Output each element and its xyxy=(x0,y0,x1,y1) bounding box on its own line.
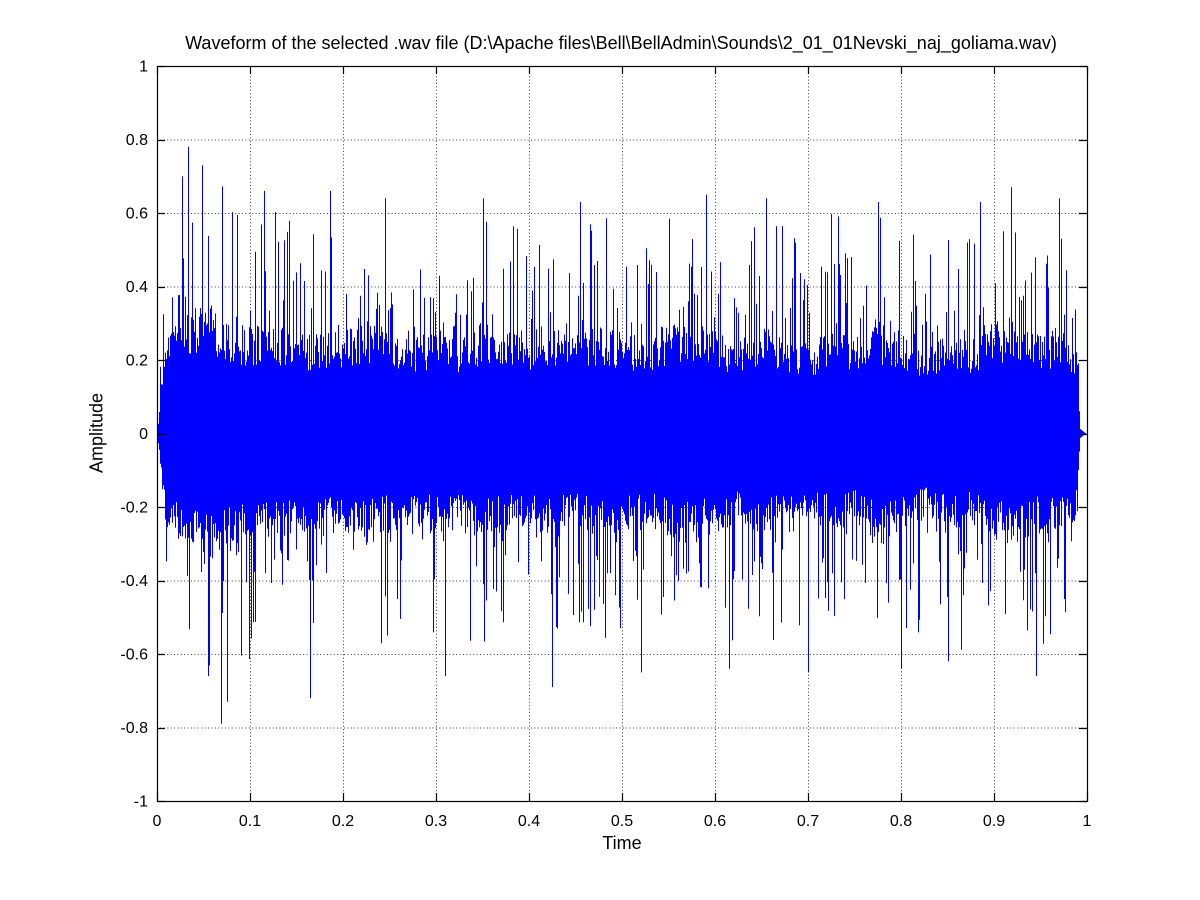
y-tick-label: 0.2 xyxy=(126,353,148,370)
y-tick-label: 0.4 xyxy=(126,279,148,296)
y-axis-label: Amplitude xyxy=(86,392,107,474)
x-tick-label: 0.8 xyxy=(890,813,912,830)
x-tick-label: 0.2 xyxy=(332,813,354,830)
waveform-path xyxy=(158,146,1081,724)
x-tick-label: 0.3 xyxy=(425,813,447,830)
x-tick-label: 0.1 xyxy=(239,813,261,830)
y-tick-label: 0.6 xyxy=(126,206,148,223)
y-tick-label: 1 xyxy=(139,59,148,76)
x-axis-label: Time xyxy=(602,833,642,853)
x-tick-label: 1 xyxy=(1083,813,1092,830)
plot-title: Waveform of the selected .wav file (D:\A… xyxy=(185,33,1057,53)
y-tick-label: -0.8 xyxy=(120,720,148,737)
waveform-end-marker xyxy=(1079,428,1087,439)
x-tick-label: 0.9 xyxy=(983,813,1005,830)
y-tick-label: -0.4 xyxy=(120,573,148,590)
y-tick-label: -1 xyxy=(134,794,148,811)
x-tick-label: 0.5 xyxy=(611,813,633,830)
y-tick-label: -0.6 xyxy=(120,647,148,664)
x-tick-label: 0.4 xyxy=(518,813,540,830)
y-tick-label: -0.2 xyxy=(120,500,148,517)
x-tick-label: 0 xyxy=(153,813,162,830)
y-tick-label: 0.8 xyxy=(126,132,148,149)
x-tick-label: 0.6 xyxy=(704,813,726,830)
y-tick-label: 0 xyxy=(139,426,148,443)
x-tick-label: 0.7 xyxy=(797,813,819,830)
tick-marks xyxy=(156,65,1089,803)
